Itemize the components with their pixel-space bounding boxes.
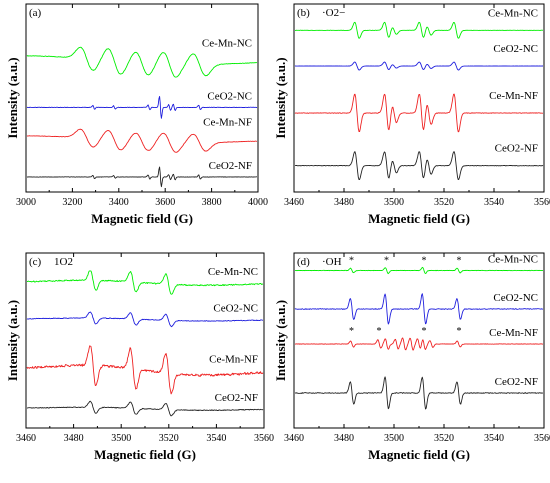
y-axis-label: Intensity (a.u.) [5, 300, 20, 381]
peak-marker: * [422, 256, 427, 267]
series-label: CeO2-NF [495, 143, 538, 155]
series-line [26, 311, 264, 328]
plot-frame [293, 252, 545, 429]
x-axis-label: Magnetic field (G) [368, 211, 470, 226]
series-label: Ce-Mn-NC [488, 7, 538, 19]
series-label: CeO2-NC [493, 43, 538, 55]
series-label: CeO2-NF [209, 160, 252, 172]
y-axis-label: Intensity (a.u.) [5, 57, 20, 138]
x-tick-label: 3560 [534, 433, 550, 444]
series-line [294, 337, 544, 351]
x-axis-label: Magnetic field (G) [368, 447, 470, 462]
peak-marker: * [384, 256, 389, 267]
peak-marker: * [349, 256, 354, 267]
panel-label: (d) [297, 256, 310, 268]
series-line [294, 293, 544, 325]
x-tick-label: 4000 [248, 197, 268, 208]
series-line [295, 151, 544, 181]
x-axis-label: Magnetic field (G) [91, 211, 193, 226]
x-tick-label: 3000 [16, 197, 36, 208]
series-label: Ce-Mn-NC [202, 37, 252, 49]
x-tick-label: 3460 [284, 433, 304, 444]
series-label: Ce-Mn-NC [208, 266, 258, 278]
x-tick-label: 3500 [384, 433, 404, 444]
x-tick-label: 3800 [202, 197, 222, 208]
species-label: ·O2− [322, 7, 345, 19]
x-tick-label: 3540 [484, 433, 504, 444]
series-label: Ce-Mn-NF [203, 116, 252, 128]
x-tick-label: 3600 [155, 197, 175, 208]
series-line [26, 46, 258, 78]
peak-marker: * [377, 326, 382, 337]
series-line [294, 61, 543, 71]
x-tick-label: 3520 [434, 433, 454, 444]
series-line [26, 95, 258, 119]
x-tick-label: 3400 [109, 197, 129, 208]
series-line [27, 270, 264, 295]
panel-label: (a) [29, 7, 42, 19]
x-tick-label: 3500 [111, 433, 131, 444]
x-tick-label: 3200 [62, 197, 82, 208]
panel-label: (c) [29, 256, 42, 268]
x-tick-label: 3520 [159, 433, 179, 444]
y-axis-label: Intensity (a.u.) [273, 300, 288, 381]
species-label: ·OH [322, 256, 342, 268]
series-label: CeO2-NF [495, 376, 538, 388]
series-label: Ce-Mn-NF [489, 327, 538, 339]
panel-c: 3460 3480 3500 3520 3540 3560 Magnetic field (… [5, 252, 274, 462]
series-line [26, 400, 264, 417]
peak-marker: * [422, 326, 427, 337]
series-line [294, 93, 543, 133]
series-label: Ce-Mn-NF [489, 90, 538, 102]
series-line [26, 345, 264, 395]
y-axis-label: Intensity (a.u.) [273, 57, 288, 138]
series-line [295, 266, 544, 275]
series-line [294, 376, 544, 410]
series-label: CeO2-NC [493, 292, 538, 304]
x-tick-label: 3480 [334, 197, 354, 208]
series-line [26, 166, 257, 188]
panel-b: 3460 3480 3500 3520 3540 3560 Magnetic field (… [273, 3, 550, 226]
species-label: 1O2 [54, 256, 73, 268]
peak-marker: * [457, 256, 462, 267]
peak-marker: * [349, 326, 354, 337]
x-tick-label: 3460 [16, 433, 36, 444]
peak-marker: * [457, 326, 462, 337]
series-label: Ce-Mn-NF [209, 353, 258, 365]
x-tick-label: 3540 [484, 197, 504, 208]
x-tick-label: 3560 [534, 197, 550, 208]
panel-label: (b) [297, 7, 310, 19]
series-label: CeO2-NC [213, 303, 258, 315]
x-axis-label: Magnetic field (G) [94, 447, 196, 462]
panel-a: 3000 3200 3400 3600 3800 4000 Magnetic field (… [5, 3, 268, 226]
x-tick-label: 3500 [384, 197, 404, 208]
series-label: CeO2-NC [207, 90, 252, 102]
x-tick-label: 3560 [254, 433, 274, 444]
x-tick-label: 3520 [434, 197, 454, 208]
series-line [26, 128, 258, 153]
x-tick-label: 3480 [334, 433, 354, 444]
x-tick-label: 3480 [64, 433, 84, 444]
series-label: Ce-Mn-NC [488, 254, 538, 266]
series-label: CeO2-NF [215, 392, 258, 404]
x-tick-label: 3540 [206, 433, 226, 444]
x-tick-label: 3460 [284, 197, 304, 208]
series-line [295, 21, 544, 39]
panel-d: 3460 3480 3500 3520 3540 3560 Magnetic field (… [273, 252, 550, 462]
